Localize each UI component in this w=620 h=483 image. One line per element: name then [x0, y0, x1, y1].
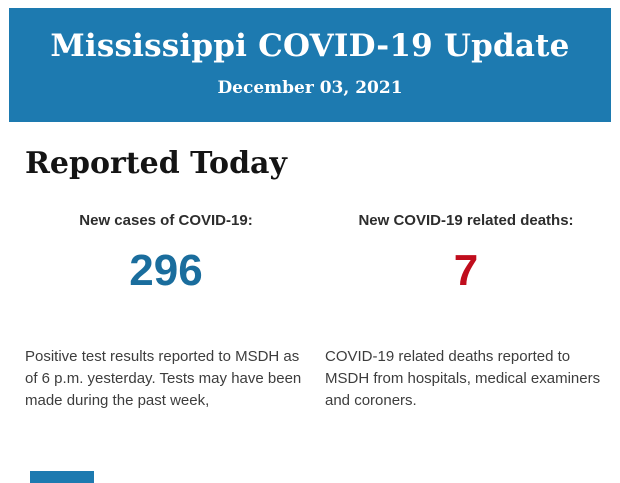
stats-columns: New cases of COVID-19: 296 Positive test… [25, 212, 600, 412]
new-cases-value: 296 [129, 246, 203, 295]
stat-column-new-deaths: New COVID-19 related deaths: 7 COVID-19 … [325, 212, 607, 412]
report-date: December 03, 2021 [217, 78, 403, 98]
new-deaths-label: New COVID-19 related deaths: [358, 212, 574, 229]
cutoff-blue-element [30, 471, 94, 483]
content-area: Reported Today New cases of COVID-19: 29… [0, 144, 620, 412]
section-title: Reported Today [25, 146, 287, 181]
new-deaths-description: COVID-19 related deaths reported to MSDH… [325, 348, 601, 409]
new-cases-label: New cases of COVID-19: [79, 212, 253, 229]
header-band: Mississippi COVID-19 Update December 03,… [9, 8, 611, 122]
stat-column-new-cases: New cases of COVID-19: 296 Positive test… [25, 212, 307, 412]
new-cases-description: Positive test results reported to MSDH a… [25, 348, 302, 409]
page-title: Mississippi COVID-19 Update [50, 28, 570, 64]
new-deaths-value: 7 [453, 246, 479, 295]
